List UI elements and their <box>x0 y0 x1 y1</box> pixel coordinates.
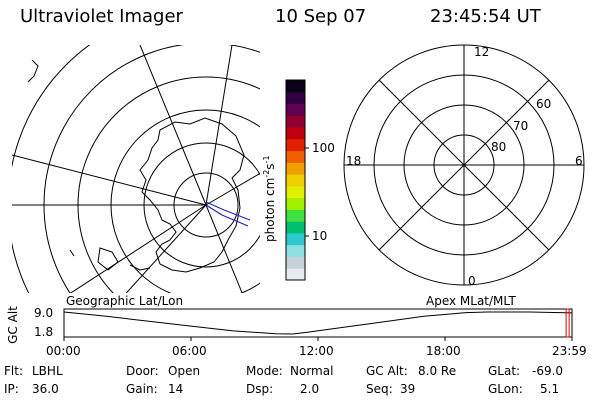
altitude-tick-min: 1.8 <box>34 325 54 339</box>
gain-value: 14 <box>168 382 184 396</box>
colorbar-swatch <box>286 162 305 175</box>
glat-value: -69.0 <box>532 364 564 378</box>
apex-label: Apex MLat/MLT <box>426 294 516 308</box>
dsp-value: 2.0 <box>300 382 320 396</box>
gain-label: Gain: <box>126 382 158 396</box>
seq-value: 39 <box>400 382 416 396</box>
colorbar-swatch <box>286 174 305 187</box>
colorbar-tick-100: 100 <box>312 141 335 155</box>
colorbar-swatch <box>286 80 305 93</box>
colorbar <box>285 79 309 281</box>
lat-label-60: 60 <box>536 97 552 111</box>
colorbar-swatch <box>286 103 305 116</box>
ip-value: 36.0 <box>32 382 59 396</box>
polar-plot <box>343 44 585 286</box>
time-tick: 23:59 <box>552 344 587 358</box>
mlt-label-6: 6 <box>575 154 583 168</box>
dsp-label: Dsp: <box>246 382 274 396</box>
mlt-label-12: 12 <box>474 45 490 59</box>
colorbar-unit-label: photon cm-2s-1 <box>262 155 277 242</box>
colorbar-frame <box>285 79 306 281</box>
altitude-strip <box>63 308 573 341</box>
app-title: Ultraviolet Imager <box>20 6 183 27</box>
seq-label: Seq: <box>366 382 393 396</box>
gc-alt-value: 8.0 Re <box>418 364 457 378</box>
colorbar-swatch <box>286 185 305 199</box>
time-tick: 00:00 <box>46 344 81 358</box>
gc-alt-label: GC Alt: <box>366 364 408 378</box>
geographic-map <box>12 45 260 293</box>
colorbar-swatch <box>286 221 305 234</box>
current-time-marker <box>565 308 570 338</box>
colorbar-swatch <box>286 115 305 128</box>
date-label: 10 Sep 07 <box>275 6 367 27</box>
mlt-label-18: 18 <box>346 154 362 168</box>
lat-label-80: 80 <box>491 140 507 154</box>
colorbar-swatch <box>286 91 305 105</box>
colorbar-tick-10: 10 <box>312 229 328 243</box>
time-label: 23:45:54 UT <box>430 6 541 27</box>
door-label: Door: <box>126 364 159 378</box>
colorbar-swatch <box>286 268 305 281</box>
colorbar-swatch <box>286 256 305 269</box>
filter-label: Flt: <box>4 364 23 378</box>
colorbar-swatch <box>286 244 305 257</box>
time-tick: 18:00 <box>426 344 461 358</box>
ip-label: IP: <box>4 382 19 396</box>
door-value: Open <box>168 364 201 378</box>
mode-value: Normal <box>290 364 334 378</box>
glat-label: GLat: <box>488 364 521 378</box>
colorbar-swatch <box>286 150 305 163</box>
colorbar-swatch <box>286 209 305 222</box>
altitude-tick-max: 9.0 <box>34 306 54 320</box>
colorbar-swatch <box>286 232 305 246</box>
time-tick: 12:00 <box>299 344 334 358</box>
geographic-label: Geographic Lat/Lon <box>66 294 184 308</box>
filter-value: LBHL <box>32 364 63 378</box>
lat-label-70: 70 <box>513 119 529 133</box>
glon-value: 5.1 <box>540 382 560 396</box>
altitude-axis-label: GC Alt <box>5 306 20 344</box>
colorbar-swatch <box>286 127 305 140</box>
mode-label: Mode: <box>246 364 283 378</box>
colorbar-swatch <box>286 197 305 210</box>
colorbar-swatch <box>286 138 305 152</box>
mlt-label-0: 0 <box>468 274 476 288</box>
time-tick: 06:00 <box>172 344 207 358</box>
altitude-curve <box>63 311 572 335</box>
glon-label: GLon: <box>488 382 523 396</box>
